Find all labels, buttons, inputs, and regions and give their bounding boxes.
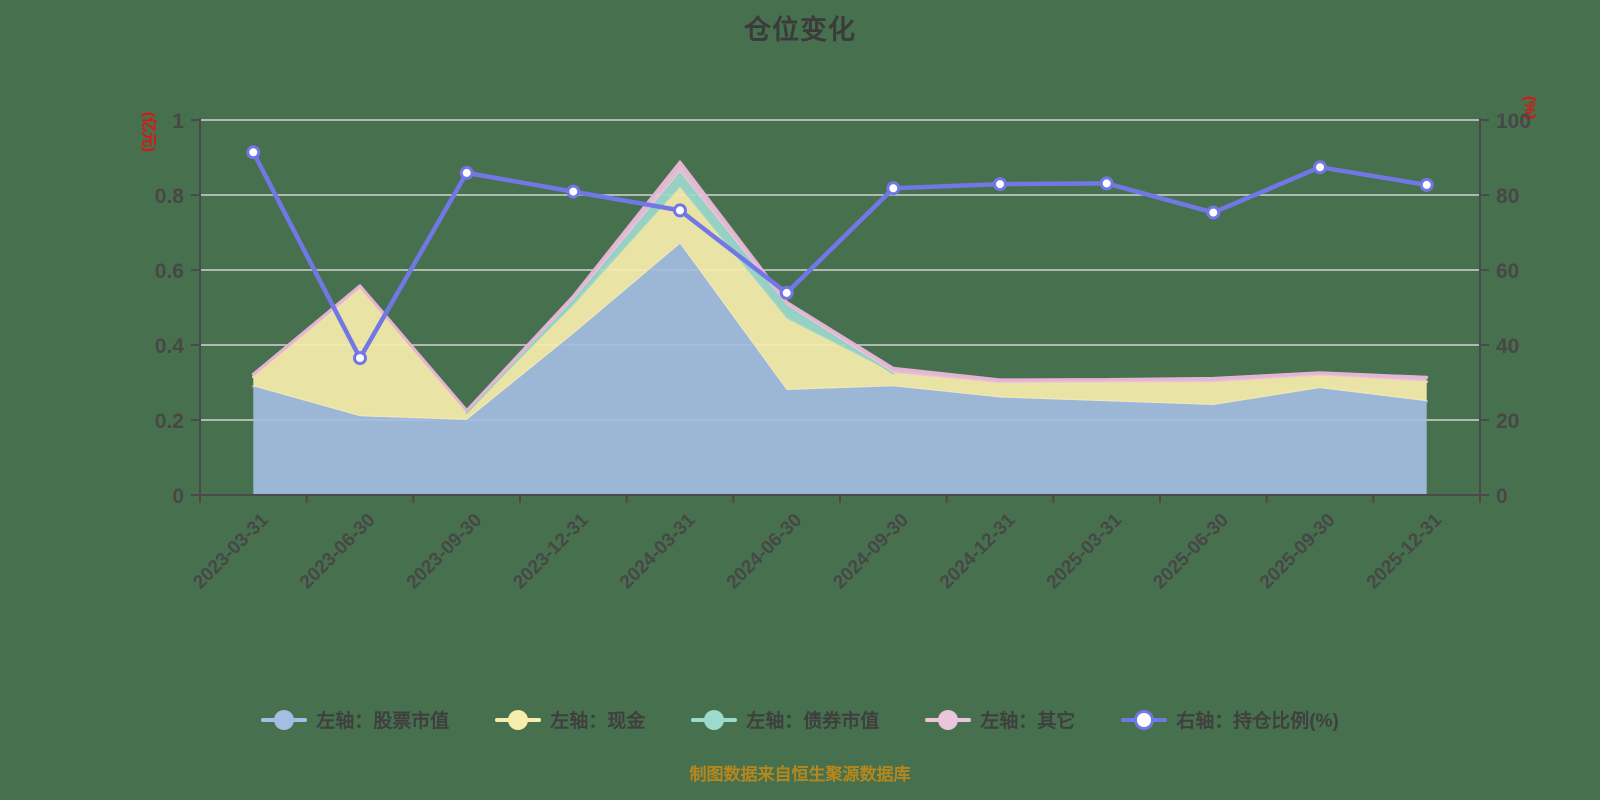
legend-label-cash: 左轴：现金 — [550, 711, 646, 732]
right-y-axis-label: 20 — [1496, 410, 1519, 433]
x-axis-label: 2023-03-31 — [189, 509, 273, 593]
x-axis-label: 2025-09-30 — [1256, 510, 1340, 594]
x-axis-label: 2025-06-30 — [1149, 510, 1233, 594]
left-y-axis-label: 0.8 — [155, 185, 185, 208]
legend-marker-other-icon — [925, 709, 972, 731]
legend-label-stock: 左轴：股票市值 — [316, 711, 450, 732]
chart-title: 仓位变化 — [744, 15, 856, 45]
x-axis-label: 2024-06-30 — [723, 510, 807, 594]
legend-item-position-ratio[interactable]: 右轴：持仓比例(%) — [1121, 706, 1339, 733]
position-ratio-point — [779, 285, 794, 300]
x-axis-label: 2023-09-30 — [403, 510, 487, 594]
left-y-axis-label: 0.4 — [155, 335, 185, 358]
left-y-axis-label: 1 — [172, 110, 184, 133]
x-axis-label: 2024-03-31 — [616, 509, 700, 593]
position-ratio-point — [353, 351, 367, 366]
x-axis-label: 2025-12-31 — [1363, 509, 1447, 593]
right-y-axis-label: 0 — [1496, 485, 1508, 508]
position-ratio-point — [459, 165, 474, 180]
data-source-caption: 制图数据来自恒生聚源数据库 — [689, 765, 911, 784]
position-ratio-point — [886, 181, 901, 196]
legend-item-bond-value[interactable]: 左轴：债券市值 — [691, 706, 879, 733]
area-edge-3 — [251, 160, 1429, 413]
x-axis-label: 2023-06-30 — [296, 510, 380, 594]
position-ratio-point — [673, 203, 687, 218]
legend-label-position-ratio: 右轴：持仓比例(%) — [1176, 711, 1339, 732]
x-axis-label: 2024-12-31 — [936, 509, 1020, 593]
position-ratio-point — [1313, 160, 1327, 175]
left-y-axis-label: 0.2 — [155, 410, 184, 433]
area-series-0 — [253, 243, 1427, 495]
legend-label-bond: 左轴：债券市值 — [746, 711, 880, 732]
right-y-axis-label: 40 — [1496, 335, 1519, 358]
right-y-axis-label: 60 — [1496, 260, 1519, 283]
legend-label-other: 左轴：其它 — [980, 711, 1076, 732]
left-y-axis-label: 0 — [172, 485, 184, 508]
legend: 左轴：股票市值 左轴：现金 左轴：债券市值 左轴：其它 右轴：持仓比例(%) — [0, 706, 1600, 733]
legend-marker-bond-icon — [691, 709, 738, 731]
position-ratio-point — [1099, 176, 1114, 191]
right-y-axis-label: 80 — [1496, 185, 1519, 208]
position-ratio-point — [993, 177, 1007, 192]
legend-item-cash[interactable]: 左轴：现金 — [495, 706, 645, 733]
position-ratio-line — [251, 150, 1429, 361]
right-y-axis-label: 100 — [1496, 110, 1531, 133]
legend-marker-position-ratio-icon — [1121, 709, 1168, 731]
legend-marker-stock-icon — [261, 709, 308, 731]
position-ratio-point — [246, 145, 261, 160]
x-axis-label: 2023-12-31 — [509, 509, 593, 593]
position-ratio-point — [1206, 205, 1221, 220]
plot-area: 0 0.2 0.4 0.6 0.8 1 0 20 40 60 80 100 2023-03-31 2023… — [155, 110, 1531, 594]
x-axis-label: 2024-09-30 — [829, 510, 913, 594]
area-series-1 — [253, 187, 1427, 420]
legend-marker-cash-icon — [495, 709, 542, 731]
legend-item-other[interactable]: 左轴：其它 — [925, 706, 1075, 733]
position-ratio-point — [1419, 177, 1434, 192]
legend-item-stock-value[interactable]: 左轴：股票市值 — [261, 706, 449, 733]
x-axis-label: 2025-03-31 — [1043, 509, 1127, 593]
position-ratio-point — [566, 184, 581, 199]
left-y-axis-label: 0.6 — [155, 260, 184, 283]
